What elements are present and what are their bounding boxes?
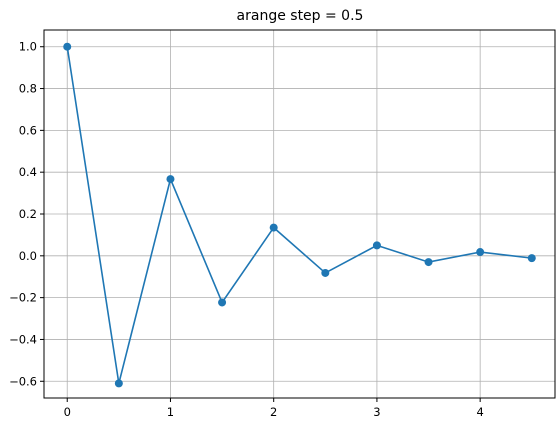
x-tick-label: 0 (64, 405, 71, 419)
data-point (218, 298, 227, 307)
y-tick-label: 0.2 (19, 207, 37, 221)
data-point (424, 258, 433, 267)
y-tick-label: −0.4 (9, 332, 37, 346)
y-tick-label: −0.2 (9, 291, 37, 305)
y-tick-label: 0.4 (19, 165, 37, 179)
y-tick-label: 0.8 (19, 82, 37, 96)
data-point (63, 42, 72, 51)
y-axis: −0.6 −0.4 −0.2 0.0 0.2 0.4 0.6 0.8 1.0 (9, 40, 44, 388)
data-series (63, 42, 536, 388)
x-axis: 0 1 2 3 4 (64, 398, 484, 419)
x-tick-label: 1 (167, 405, 174, 419)
data-point (476, 248, 485, 257)
chart-title: arange step = 0.5 (237, 8, 364, 24)
data-point (372, 241, 381, 250)
data-point (527, 254, 536, 263)
y-tick-label: 1.0 (19, 40, 37, 54)
data-point (114, 379, 123, 388)
y-tick-label: −0.6 (9, 374, 37, 388)
series-line (66, 46, 532, 384)
y-tick-label: 0.0 (19, 249, 37, 263)
grid-lines (44, 30, 555, 398)
data-point (321, 268, 330, 277)
x-tick-label: 3 (373, 405, 380, 419)
y-tick-label: 0.6 (19, 123, 37, 137)
data-point (166, 175, 175, 184)
x-tick-label: 4 (476, 405, 483, 419)
data-point (269, 223, 278, 232)
x-tick-label: 2 (270, 405, 277, 419)
